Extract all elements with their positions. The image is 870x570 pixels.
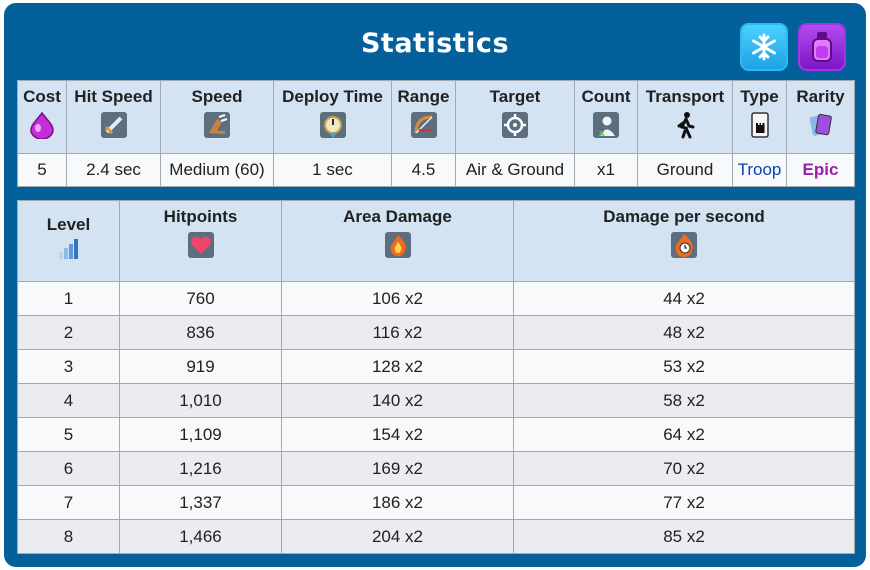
header-damage-per-second: Damage per second	[513, 200, 855, 282]
area-damage-cell: 154 x2	[281, 417, 514, 452]
rarity-value: Epic	[786, 153, 855, 187]
header-hitpoints: Hitpoints	[119, 200, 282, 282]
hitpoints-cell: 760	[119, 281, 282, 316]
elixir-drop-icon	[30, 111, 54, 139]
level-cell: 4	[17, 383, 120, 418]
type-link[interactable]: Troop	[732, 153, 787, 187]
bow-icon	[410, 112, 437, 138]
count-value: x1	[574, 153, 638, 187]
level-bars-icon	[58, 239, 78, 259]
hit-speed-value: 2.4 sec	[66, 153, 161, 187]
level-cell: 7	[17, 485, 120, 520]
dps-cell: 70 x2	[513, 451, 855, 486]
dps-cell: 44 x2	[513, 281, 855, 316]
header-count: Count x	[574, 80, 638, 154]
dps-cell: 77 x2	[513, 485, 855, 520]
range-value: 4.5	[391, 153, 456, 187]
deploy-time-value: 1 sec	[273, 153, 392, 187]
area-damage-cell: 169 x2	[281, 451, 514, 486]
level-table: Level Hitpoints Area Damage Damage per s…	[17, 200, 855, 554]
crosshair-icon	[502, 112, 528, 138]
dps-cell: 48 x2	[513, 315, 855, 350]
transport-value: Ground	[637, 153, 733, 187]
area-damage-cell: 106 x2	[281, 281, 514, 316]
hitpoints-cell: 1,466	[119, 519, 282, 554]
header-hit-speed: Hit Speed	[66, 80, 161, 154]
area-damage-cell: 204 x2	[281, 519, 514, 554]
hitpoints-cell: 1,109	[119, 417, 282, 452]
level-cell: 8	[17, 519, 120, 554]
area-damage-cell: 186 x2	[281, 485, 514, 520]
table-row: 8 1,466 204 x2 85 x2	[17, 519, 855, 554]
header-deploy-time: Deploy Time	[273, 80, 392, 154]
table-row: 6 1,216 169 x2 70 x2	[17, 451, 855, 486]
heart-icon	[187, 232, 214, 258]
table-row: 7 1,337 186 x2 77 x2	[17, 485, 855, 520]
area-damage-cell: 116 x2	[281, 315, 514, 350]
dps-cell: 64 x2	[513, 417, 855, 452]
flame-clock-icon	[671, 232, 697, 258]
hitpoints-cell: 1,216	[119, 451, 282, 486]
target-value: Air & Ground	[455, 153, 575, 187]
stats-values-row: 5 2.4 sec Medium (60) 1 sec 4.5 Air & Gr…	[17, 153, 855, 187]
dps-cell: 53 x2	[513, 349, 855, 384]
dps-cell: 58 x2	[513, 383, 855, 418]
table-row: 4 1,010 140 x2 58 x2	[17, 383, 855, 418]
stopwatch-icon	[319, 112, 346, 138]
level-cell: 5	[17, 417, 120, 452]
area-damage-cell: 140 x2	[281, 383, 514, 418]
table-row: 5 1,109 154 x2 64 x2	[17, 417, 855, 452]
header-rarity: Rarity	[786, 80, 855, 154]
boot-icon	[204, 112, 230, 138]
level-cell: 2	[17, 315, 120, 350]
area-damage-cell: 128 x2	[281, 349, 514, 384]
header-cost: Cost	[17, 80, 67, 154]
card-icon	[750, 112, 769, 138]
page-title: Statistics	[360, 28, 510, 59]
header-type: Type	[732, 80, 787, 154]
hitpoints-cell: 1,337	[119, 485, 282, 520]
svg-text:x: x	[599, 129, 605, 139]
header-level: Level	[17, 200, 120, 282]
stats-table: Cost Hit Speed Speed Deploy Time Range T…	[17, 80, 855, 187]
table-row: 3 919 128 x2 53 x2	[17, 349, 855, 384]
speed-value: Medium (60)	[160, 153, 274, 187]
flame-icon	[384, 232, 411, 258]
cost-value: 5	[17, 153, 67, 187]
header-target: Target	[455, 80, 575, 154]
unit-count-icon: x	[593, 112, 619, 139]
header-speed: Speed	[160, 80, 274, 154]
level-cell: 6	[17, 451, 120, 486]
elixir-bottle-icon[interactable]	[798, 23, 846, 71]
table-row: 2 836 116 x2 48 x2	[17, 315, 855, 350]
cards-icon	[809, 113, 832, 136]
table-row: 1 760 106 x2 44 x2	[17, 281, 855, 316]
sword-icon	[100, 112, 127, 138]
hitpoints-cell: 919	[119, 349, 282, 384]
walking-person-icon	[677, 112, 695, 139]
header-area-damage: Area Damage	[281, 200, 514, 282]
level-cell: 1	[17, 281, 120, 316]
header-transport: Transport	[637, 80, 733, 154]
dps-cell: 85 x2	[513, 519, 855, 554]
header-range: Range	[391, 80, 456, 154]
hitpoints-cell: 836	[119, 315, 282, 350]
hitpoints-cell: 1,010	[119, 383, 282, 418]
level-cell: 3	[17, 349, 120, 384]
ice-icon[interactable]	[740, 23, 788, 71]
